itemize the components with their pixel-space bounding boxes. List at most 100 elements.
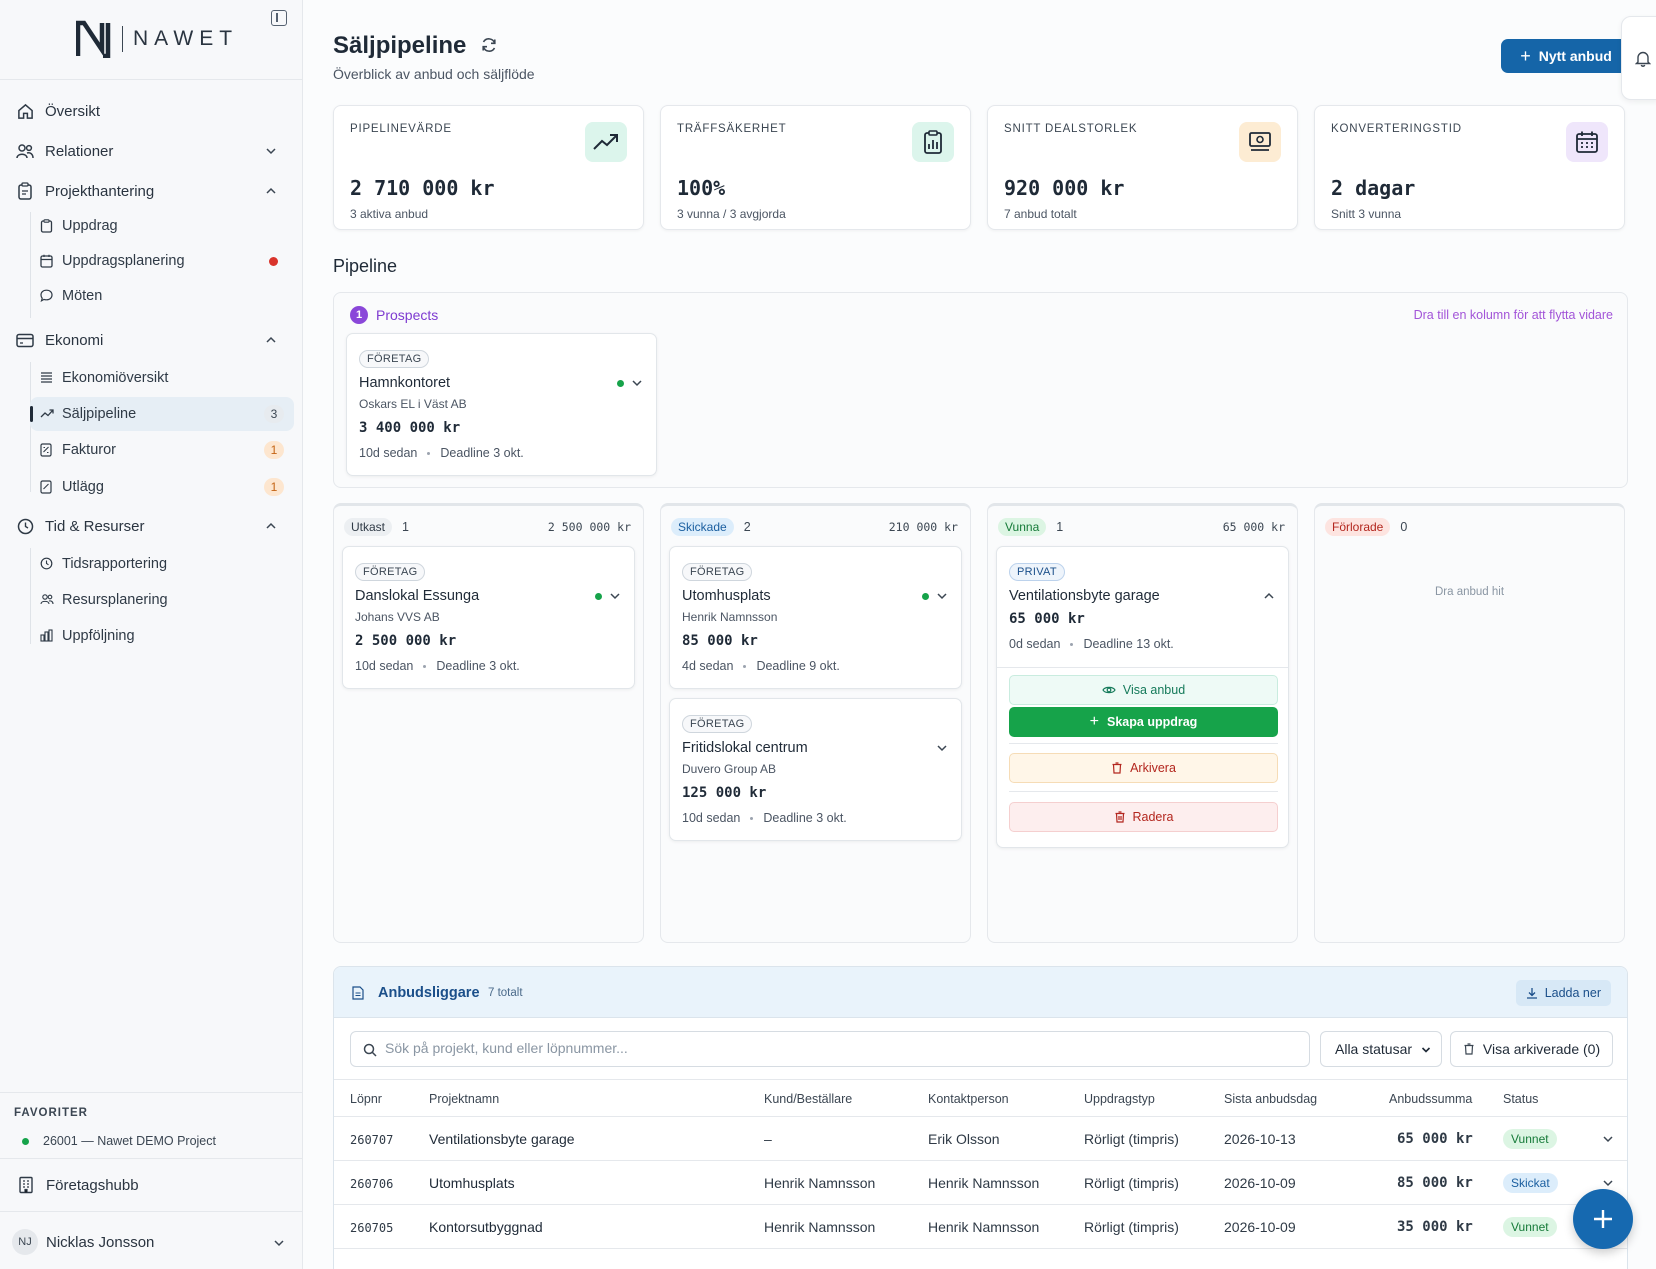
home-icon bbox=[16, 102, 34, 120]
create-assignment-button[interactable]: + Skapa uppdrag bbox=[1009, 707, 1278, 737]
chevron-up-icon[interactable] bbox=[264, 519, 278, 533]
chevron-down-icon[interactable] bbox=[936, 742, 948, 754]
notifications-button[interactable] bbox=[1621, 16, 1656, 100]
download-button[interactable]: Ladda ner bbox=[1515, 980, 1611, 1006]
cell-sum: 35 000 kr bbox=[1397, 1219, 1473, 1235]
tender-card[interactable]: FÖRETAG Utomhusplats Henrik Namnsson 85 … bbox=[669, 546, 962, 689]
card-age: 10d sedan bbox=[355, 659, 414, 673]
search-field[interactable] bbox=[350, 1031, 1310, 1067]
cell-nr: 260705 bbox=[350, 1221, 394, 1235]
user-menu[interactable]: NJ Nicklas Jonsson bbox=[12, 1229, 154, 1255]
card-meta: 10d sedan Deadline 3 okt. bbox=[359, 446, 524, 460]
nav-oversikt[interactable]: Översikt bbox=[16, 94, 288, 128]
tender-card-expanded[interactable]: PRIVAT Ventilationsbyte garage 65 000 kr… bbox=[996, 546, 1289, 848]
nav-projekthantering[interactable]: Projekthantering bbox=[16, 174, 288, 208]
tender-card[interactable]: FÖRETAG Fritidslokal centrum Duvero Grou… bbox=[669, 698, 962, 841]
bell-icon bbox=[1635, 51, 1651, 67]
kpi-card-avg-deal: SNITT DEALSTORLEK 920 000 kr 7 anbud tot… bbox=[987, 105, 1298, 230]
refresh-icon[interactable] bbox=[480, 36, 498, 54]
eye-icon bbox=[1102, 686, 1116, 694]
status-badge: Vunnet bbox=[1503, 1217, 1557, 1237]
status-filter-select[interactable]: Alla statusar bbox=[1320, 1031, 1442, 1067]
nav-tid-resurser[interactable]: Tid & Resurser bbox=[16, 509, 288, 543]
receipt-icon bbox=[40, 480, 54, 494]
add-fab-button[interactable] bbox=[1573, 1189, 1633, 1249]
collapse-sidebar-icon[interactable] bbox=[271, 10, 287, 26]
card-title: Utomhusplats bbox=[682, 588, 771, 604]
card-meta: 10d sedan Deadline 3 okt. bbox=[355, 659, 520, 673]
cell-type: Rörligt (timpris) bbox=[1084, 1131, 1179, 1147]
nav-tidsrapportering[interactable]: Tidsrapportering bbox=[30, 547, 294, 581]
column-header: Vunna 1 bbox=[998, 518, 1063, 536]
nav-ekonomioversikt-label: Ekonomiöversikt bbox=[62, 370, 169, 386]
nav-ekonomi[interactable]: Ekonomi bbox=[16, 323, 288, 357]
chevron-down-icon[interactable] bbox=[264, 144, 278, 158]
tender-register: Anbudsliggare 7 totalt Ladda ner Alla st… bbox=[333, 966, 1628, 1269]
status-dot bbox=[22, 1137, 29, 1145]
delete-button[interactable]: Radera bbox=[1009, 802, 1278, 832]
col-header[interactable]: Kund/Beställare bbox=[764, 1092, 853, 1106]
column-label: Skickade bbox=[671, 518, 734, 536]
nav-moten[interactable]: Möten bbox=[30, 279, 294, 313]
show-archived-button[interactable]: Visa arkiverade (0) bbox=[1450, 1031, 1613, 1067]
col-header[interactable]: Kontaktperson bbox=[928, 1092, 1009, 1106]
col-header[interactable]: Sista anbudsdag bbox=[1224, 1092, 1318, 1106]
logo[interactable]: NAWET bbox=[76, 20, 238, 58]
tender-card[interactable]: FÖRETAG Hamnkontoret Oskars EL i Väst AB… bbox=[346, 333, 657, 476]
chevron-down-icon[interactable] bbox=[631, 377, 643, 389]
favorite-item[interactable]: 26001 — Nawet DEMO Project bbox=[22, 1134, 216, 1148]
plus-icon: + bbox=[1089, 713, 1100, 730]
trending-up-icon bbox=[585, 122, 627, 162]
status-dot bbox=[922, 593, 929, 600]
nav-uppfoljning[interactable]: Uppföljning bbox=[30, 619, 294, 653]
nav-ekonomi-label: Ekonomi bbox=[45, 331, 104, 349]
main-content: Säljpipeline Överblick av anbud och sälj… bbox=[303, 0, 1656, 1269]
nav-relationer-label: Relationer bbox=[45, 142, 114, 160]
nav-uppdrag[interactable]: Uppdrag bbox=[30, 209, 294, 243]
nav-uppdragsplanering[interactable]: Uppdragsplanering bbox=[30, 244, 294, 278]
view-tender-button[interactable]: Visa anbud bbox=[1009, 675, 1278, 705]
card-amount: 3 400 000 kr bbox=[359, 420, 461, 436]
chevron-up-icon[interactable] bbox=[1263, 590, 1275, 602]
nav-utlagg[interactable]: Utlägg 1 bbox=[30, 470, 294, 504]
nav-resursplanering[interactable]: Resursplanering bbox=[30, 583, 294, 617]
tender-card[interactable]: FÖRETAG Danslokal Essunga Johans VVS AB … bbox=[342, 546, 635, 689]
card-title: Fritidslokal centrum bbox=[682, 740, 808, 756]
col-header[interactable]: Löpnr bbox=[350, 1092, 382, 1106]
cell-type: Rörligt (timpris) bbox=[1084, 1219, 1179, 1235]
col-header[interactable]: Status bbox=[1503, 1092, 1539, 1106]
column-skickade: Skickade 2 210 000 kr FÖRETAG Utomhuspla… bbox=[660, 503, 971, 943]
chevron-down-icon[interactable] bbox=[1602, 1133, 1614, 1145]
nav-fakturor[interactable]: Fakturor 1 bbox=[30, 433, 294, 467]
col-header[interactable]: Anbudssumma bbox=[1389, 1092, 1473, 1106]
table-row[interactable]: 260706 Utomhusplats Henrik Namnsson Henr… bbox=[334, 1161, 1627, 1205]
register-title: Anbudsliggare bbox=[378, 985, 480, 1001]
card-deadline: Deadline 3 okt. bbox=[763, 811, 847, 825]
delete-label: Radera bbox=[1132, 810, 1174, 824]
archive-button[interactable]: Arkivera bbox=[1009, 753, 1278, 783]
nav-ekonomioversikt[interactable]: Ekonomiöversikt bbox=[30, 361, 294, 395]
chevron-down-icon[interactable] bbox=[1602, 1177, 1614, 1189]
chevron-down-icon[interactable] bbox=[936, 590, 948, 602]
chevron-down-icon[interactable] bbox=[272, 1236, 286, 1250]
cell-contact: Henrik Namnsson bbox=[928, 1175, 1040, 1191]
chevron-up-icon[interactable] bbox=[264, 184, 278, 198]
column-header: Utkast 1 bbox=[344, 518, 409, 536]
chevron-down-icon[interactable] bbox=[609, 590, 621, 602]
table-row[interactable]: 260705 Kontorsutbyggnad Henrik Namnsson … bbox=[334, 1205, 1627, 1249]
company-hub-link[interactable]: Företagshubb bbox=[18, 1176, 139, 1194]
nav-uppdragsplanering-label: Uppdragsplanering bbox=[62, 253, 185, 269]
new-tender-button[interactable]: + Nytt anbud bbox=[1501, 39, 1631, 73]
nav-saljpipeline[interactable]: Säljpipeline 3 bbox=[30, 397, 294, 431]
table-row[interactable]: 260707 Ventilationsbyte garage – Erik Ol… bbox=[334, 1117, 1627, 1161]
search-input[interactable] bbox=[385, 1040, 1285, 1056]
register-count: 7 totalt bbox=[488, 987, 523, 999]
card-age: 4d sedan bbox=[682, 659, 734, 673]
chevron-up-icon[interactable] bbox=[264, 333, 278, 347]
col-header[interactable]: Projektnamn bbox=[429, 1092, 500, 1106]
archive-label: Arkivera bbox=[1130, 761, 1176, 775]
chat-icon bbox=[40, 289, 54, 303]
download-label: Ladda ner bbox=[1544, 986, 1601, 1000]
col-header[interactable]: Uppdragstyp bbox=[1084, 1092, 1155, 1106]
nav-relationer[interactable]: Relationer bbox=[16, 134, 288, 168]
